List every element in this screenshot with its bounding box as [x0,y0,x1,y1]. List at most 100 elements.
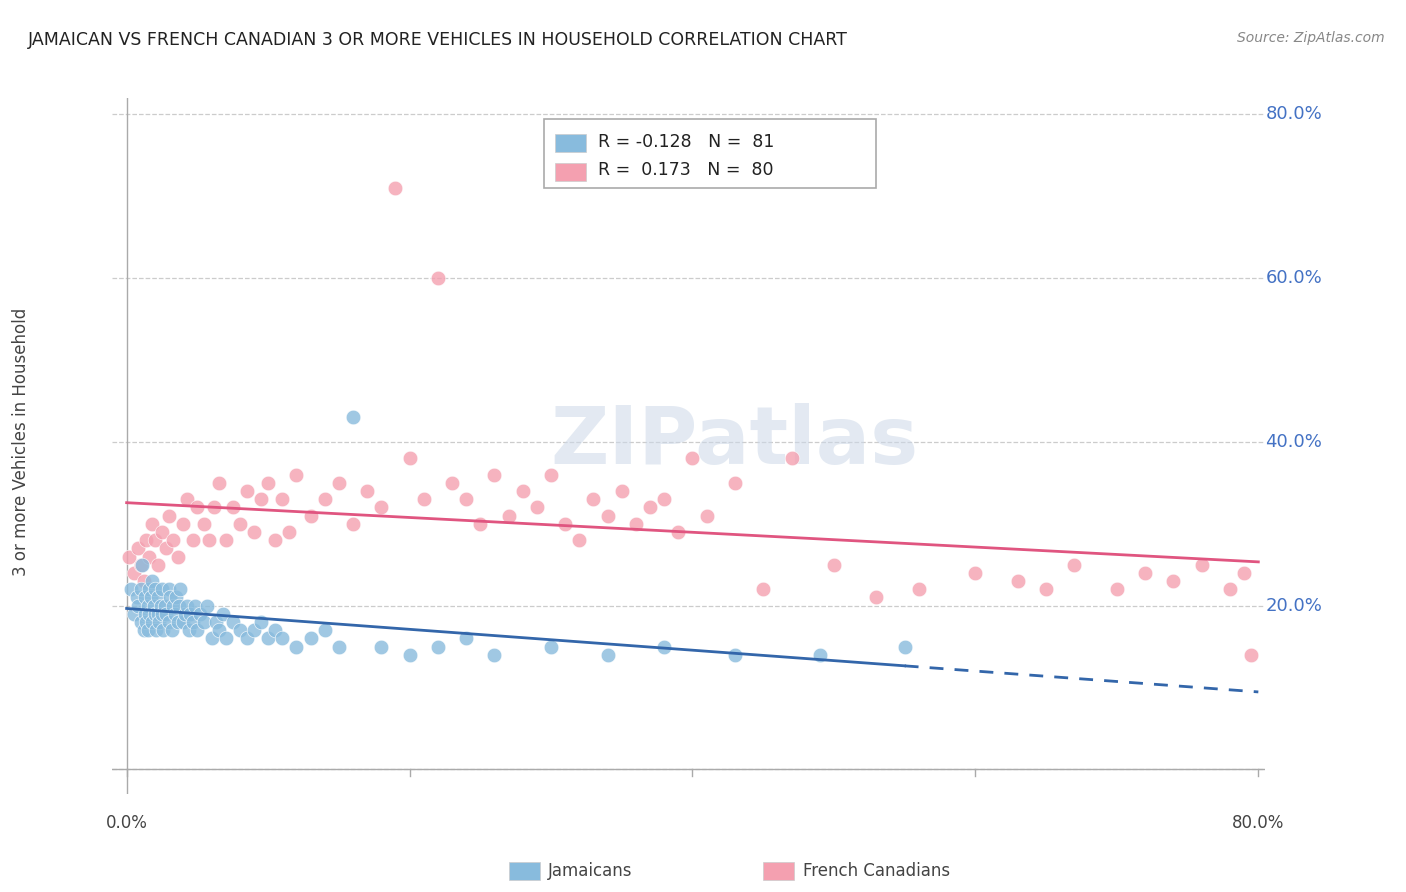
Point [1240,648,1263,662]
Point [155,607,177,621]
Point [138,549,160,564]
Text: JAMAICAN VS FRENCH CANADIAN 3 OR MORE VEHICLES IN HOUSEHOLD CORRELATION CHART: JAMAICAN VS FRENCH CANADIAN 3 OR MORE VE… [28,31,848,49]
Point [724,648,747,662]
Point [141,574,163,588]
Point [142,599,165,613]
FancyBboxPatch shape [763,862,794,880]
Point [780,451,803,466]
Point [328,640,350,654]
Point [823,558,845,572]
Point [122,607,145,621]
Point [752,582,775,597]
Point [1163,574,1185,588]
Point [624,516,647,531]
Point [498,508,520,523]
Point [181,615,204,629]
Point [1191,558,1213,572]
Point [159,591,181,605]
Point [278,524,301,539]
Point [470,516,492,531]
Point [229,623,252,637]
Text: ZIPatlas: ZIPatlas [551,403,920,481]
Point [163,607,186,621]
Point [146,607,169,621]
Point [638,500,661,515]
Point [134,607,156,621]
Text: 3 or more Vehicles in Household: 3 or more Vehicles in Household [11,308,30,576]
Text: R =  0.173   N =  80: R = 0.173 N = 80 [598,161,773,179]
Point [484,467,506,482]
Point [146,558,169,572]
Point [398,648,420,662]
Point [342,410,364,425]
Point [724,475,747,490]
Text: 80.0%: 80.0% [1265,105,1322,123]
Point [135,615,157,629]
Point [143,582,166,597]
Point [965,566,987,580]
Point [666,524,689,539]
Point [1219,582,1241,597]
Point [236,483,259,498]
Point [1007,574,1029,588]
Point [512,483,534,498]
Point [398,451,420,466]
Point [1233,566,1256,580]
Point [610,483,633,498]
Point [222,500,245,515]
Point [162,599,184,613]
Point [214,533,236,548]
Point [146,591,169,605]
Point [150,524,173,539]
Point [129,615,152,629]
Point [195,599,218,613]
Point [127,541,149,556]
FancyBboxPatch shape [555,162,586,181]
Point [456,632,478,646]
Point [214,632,236,646]
Text: French Canadians: French Canadians [803,862,950,880]
FancyBboxPatch shape [509,862,540,880]
Text: R = -0.128   N =  81: R = -0.128 N = 81 [598,133,775,151]
Point [250,615,273,629]
Point [271,632,294,646]
Point [1035,582,1057,597]
Point [299,632,322,646]
Point [141,615,163,629]
Point [145,623,167,637]
Text: Source: ZipAtlas.com: Source: ZipAtlas.com [1237,31,1385,45]
Point [149,599,172,613]
Point [165,591,187,605]
Point [202,500,225,515]
Point [264,533,287,548]
Point [1105,582,1128,597]
Point [173,607,195,621]
Point [808,648,831,662]
Point [1133,566,1156,580]
Point [120,582,142,597]
Point [596,508,619,523]
Point [139,591,162,605]
Point [131,558,153,572]
Point [211,607,233,621]
Point [257,632,280,646]
Point [162,533,184,548]
Text: 40.0%: 40.0% [1265,433,1322,451]
Point [526,500,548,515]
Point [197,533,219,548]
Text: 0.0%: 0.0% [105,814,148,832]
Point [176,599,198,613]
Point [132,574,155,588]
Point [865,591,887,605]
Point [222,615,245,629]
Point [157,508,180,523]
Point [356,483,378,498]
Point [129,558,152,572]
Text: Jamaicans: Jamaicans [548,862,633,880]
Point [370,640,392,654]
Point [243,623,266,637]
Point [155,541,177,556]
Point [264,623,287,637]
Point [229,516,252,531]
Point [328,475,350,490]
